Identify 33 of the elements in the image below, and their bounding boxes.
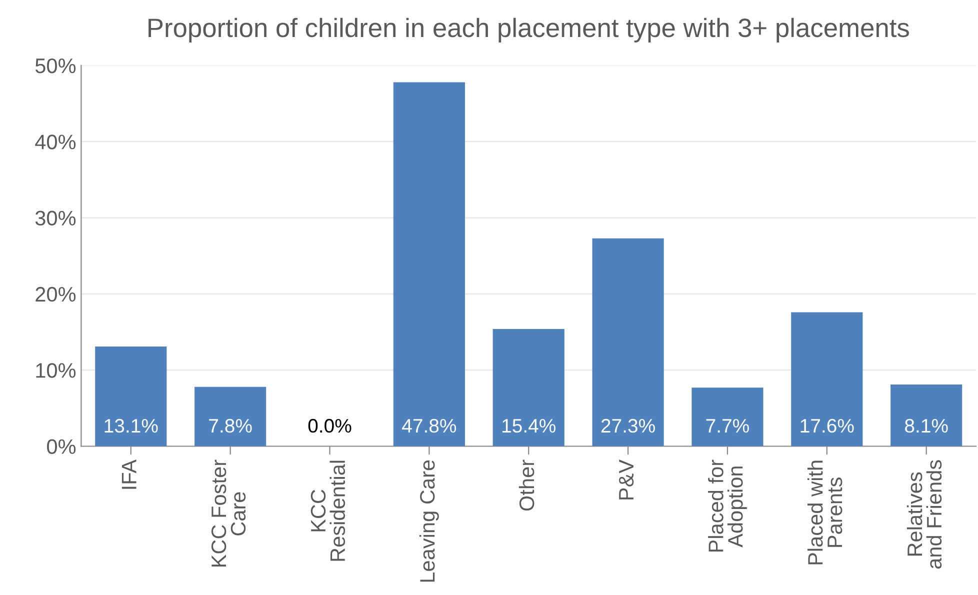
y-tick-label: 10% bbox=[36, 363, 76, 378]
bar bbox=[95, 346, 167, 446]
data-label: 8.1% bbox=[905, 418, 948, 433]
bar bbox=[890, 384, 962, 446]
x-tick-label: Placed with Parents bbox=[807, 460, 842, 564]
y-tick-label: 0% bbox=[47, 439, 76, 454]
x-tick-label: KCC Residential bbox=[310, 460, 346, 561]
bar bbox=[492, 328, 564, 446]
x-tick-label: KCC Foster Care bbox=[211, 460, 246, 567]
bar bbox=[692, 388, 764, 446]
y-tick-label: 30% bbox=[35, 210, 76, 226]
bar bbox=[592, 238, 664, 446]
data-label: 7.7% bbox=[706, 419, 749, 433]
x-tick-label: Other bbox=[518, 460, 534, 511]
data-label: 0.0% bbox=[308, 418, 352, 433]
bar bbox=[194, 386, 266, 446]
data-label: 27.3% bbox=[601, 418, 655, 433]
y-tick-label: 20% bbox=[36, 286, 76, 302]
data-label: 13.1% bbox=[104, 418, 158, 433]
data-label: 47.8% bbox=[402, 418, 456, 433]
y-tick-label: 40% bbox=[35, 134, 76, 150]
data-label: 15.4% bbox=[502, 419, 556, 433]
chart-title: Proportion of children in each placement type with 3+ placements bbox=[148, 18, 909, 42]
data-label: 7.8% bbox=[209, 418, 252, 433]
x-tick-label: Placed for Adoption bbox=[708, 460, 747, 552]
data-label: 17.6% bbox=[800, 418, 854, 433]
y-tick-label: 50% bbox=[35, 58, 76, 74]
x-tick-label: P&V bbox=[619, 460, 634, 500]
x-tick-label: Leaving Care bbox=[419, 460, 439, 582]
x-tick-label: IFA bbox=[122, 459, 136, 489]
bar bbox=[791, 312, 863, 446]
x-tick-label: Relatives and Friends bbox=[906, 460, 942, 569]
bar bbox=[393, 82, 465, 446]
